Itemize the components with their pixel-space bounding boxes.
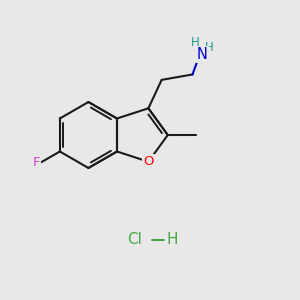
Text: F: F <box>33 156 40 169</box>
Text: O: O <box>143 155 154 168</box>
Text: H: H <box>166 232 178 247</box>
Text: H: H <box>191 36 200 49</box>
Text: N: N <box>197 47 208 62</box>
Text: H: H <box>205 41 214 54</box>
Text: Cl: Cl <box>127 232 142 247</box>
